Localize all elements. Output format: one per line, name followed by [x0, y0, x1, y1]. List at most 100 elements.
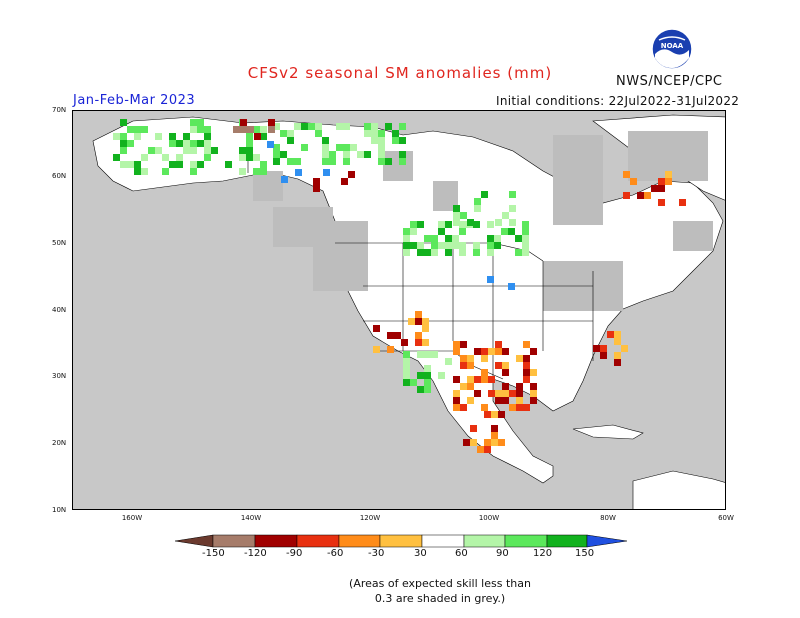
anomaly-cell: [294, 123, 301, 130]
anomaly-cell: [467, 362, 474, 369]
anomaly-cell: [254, 133, 261, 140]
anomaly-cell: [473, 249, 480, 256]
anomaly-cell: [530, 348, 537, 355]
anomaly-cell: [438, 228, 445, 235]
anomaly-cell: [417, 242, 424, 249]
anomaly-cell: [460, 362, 467, 369]
anomaly-cell: [623, 192, 630, 199]
anomaly-cell: [644, 192, 651, 199]
anomaly-cell: [495, 219, 502, 226]
anomaly-cell: [134, 168, 141, 175]
anomaly-cell: [459, 242, 466, 249]
anomaly-cell: [211, 147, 218, 154]
anomaly-cell: [424, 365, 431, 372]
anomaly-cell: [495, 397, 502, 404]
anomaly-cell: [113, 133, 120, 140]
anomaly-cell: [322, 158, 329, 165]
anomaly-cell: [287, 158, 294, 165]
anomaly-cell: [197, 119, 204, 126]
anomaly-cell: [183, 133, 190, 140]
anomaly-cell: [502, 390, 509, 397]
anomaly-cell: [431, 242, 438, 249]
anomaly-cell: [294, 158, 301, 165]
anomaly-cell: [273, 144, 280, 151]
anomaly-cell: [141, 154, 148, 161]
anomaly-cell: [399, 137, 406, 144]
anomaly-cell: [484, 411, 491, 418]
anomaly-cell: [176, 154, 183, 161]
anomaly-cell: [392, 130, 399, 137]
anomaly-cell: [530, 397, 537, 404]
anomaly-cell: [273, 151, 280, 158]
anomaly-cell: [204, 147, 211, 154]
map-title: CFSv2 seasonal SM anomalies (mm): [247, 64, 553, 82]
anomaly-cell: [387, 346, 394, 353]
anomaly-cell: [621, 345, 628, 352]
anomaly-cell: [491, 411, 498, 418]
anomaly-cell: [378, 137, 385, 144]
anomaly-cell: [183, 147, 190, 154]
colorbar-label-neg30: -30: [368, 548, 385, 559]
anomaly-cell: [343, 158, 350, 165]
anomaly-cell: [190, 119, 197, 126]
lat-label-30n: 30N: [52, 372, 67, 380]
anomaly-cell: [523, 369, 530, 376]
anomaly-cell: [516, 383, 523, 390]
anomaly-cell: [522, 249, 529, 256]
lat-label-20n: 20N: [52, 439, 67, 447]
anomaly-cell: [268, 119, 275, 126]
anomaly-cell: [176, 140, 183, 147]
anomaly-cell: [280, 151, 287, 158]
anomaly-cell: [445, 249, 452, 256]
anomaly-cell: [410, 242, 417, 249]
anomaly-cell: [470, 425, 477, 432]
anomaly-cell: [614, 331, 621, 338]
anomaly-cell: [399, 151, 406, 158]
anomaly-cell: [301, 144, 308, 151]
map-frame: [72, 110, 726, 510]
anomaly-cell: [422, 318, 429, 325]
anomaly-cell: [651, 185, 658, 192]
anomaly-cell: [410, 228, 417, 235]
anomaly-cell: [424, 372, 431, 379]
anomaly-cell: [287, 137, 294, 144]
anomaly-cell: [487, 276, 494, 283]
anomaly-cell: [417, 386, 424, 393]
anomaly-cell: [417, 221, 424, 228]
colorbar-swatch: [546, 534, 588, 548]
anomaly-cell: [260, 161, 267, 168]
anomaly-cell: [484, 446, 491, 453]
anomaly-cell: [162, 168, 169, 175]
anomaly-cell: [120, 161, 127, 168]
anomaly-cell: [509, 390, 516, 397]
lon-label-120w: 120W: [359, 514, 381, 522]
anomaly-cell: [415, 311, 422, 318]
anomaly-cell: [523, 355, 530, 362]
anomaly-cell: [415, 332, 422, 339]
anomaly-cell: [176, 161, 183, 168]
anomaly-cell: [477, 446, 484, 453]
anomaly-cell: [273, 158, 280, 165]
anomaly-cell: [197, 126, 204, 133]
colorbar-swatch: [421, 534, 465, 548]
anomaly-cell: [453, 376, 460, 383]
colorbar-swatches: [175, 534, 627, 548]
anomaly-cell: [190, 168, 197, 175]
anomaly-cell: [253, 154, 260, 161]
anomaly-cell: [364, 151, 371, 158]
anomaly-cell: [495, 341, 502, 348]
anomaly-cell: [246, 140, 253, 147]
anomaly-cell: [260, 133, 267, 140]
colorbar-swatch: [379, 534, 423, 548]
anomaly-cell: [453, 341, 460, 348]
anomaly-cell: [415, 339, 422, 346]
anomaly-cell: [378, 144, 385, 151]
anomaly-cell: [371, 123, 378, 130]
anomaly-cell: [473, 221, 480, 228]
anomaly-cell: [403, 358, 410, 365]
anomaly-cell: [371, 130, 378, 137]
soil-moisture-map: [73, 111, 725, 509]
anomaly-cell: [127, 140, 134, 147]
anomaly-cell: [488, 390, 495, 397]
anomaly-cell: [453, 205, 460, 212]
